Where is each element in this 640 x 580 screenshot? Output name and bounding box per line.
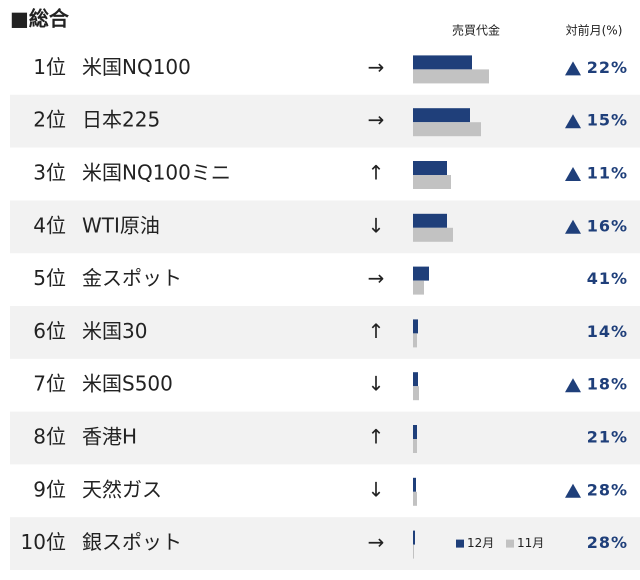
up-triangle — [565, 219, 581, 234]
up-triangle — [565, 483, 581, 498]
trend-arrow: ↓ — [368, 213, 385, 237]
name: 米国S500 — [82, 372, 173, 396]
bar-dec — [413, 266, 429, 281]
change: 18% — [587, 375, 628, 394]
legend-swatch — [506, 539, 514, 548]
bar-nov — [413, 491, 417, 506]
name: WTI原油 — [82, 213, 160, 237]
change: 11% — [587, 164, 628, 183]
rank: 6位 — [33, 319, 66, 343]
bar-dec — [413, 213, 447, 228]
name: 米国NQ100ミニ — [82, 161, 231, 185]
legend-swatch — [456, 539, 464, 548]
bar-nov — [413, 69, 489, 84]
bar-dec — [413, 55, 472, 70]
trend-arrow: → — [368, 530, 385, 554]
change: 15% — [587, 111, 628, 130]
trend-arrow: ↑ — [368, 161, 385, 185]
bar-dec — [413, 372, 418, 387]
name: 米国NQ100 — [82, 55, 191, 79]
bar-dec — [413, 108, 470, 123]
change: 16% — [587, 216, 628, 235]
name: 銀スポット — [82, 530, 182, 554]
title: ■総合 — [10, 7, 70, 31]
rank: 8位 — [33, 425, 66, 449]
trend-arrow: → — [368, 55, 385, 79]
bar-nov — [413, 386, 419, 401]
up-triangle — [565, 378, 581, 393]
row-background — [10, 200, 640, 254]
change: 14% — [587, 322, 628, 341]
rank: 10位 — [21, 530, 66, 554]
change: 41% — [587, 269, 628, 288]
bar-nov — [413, 122, 481, 137]
bar-nov — [413, 439, 417, 453]
change: 22% — [587, 58, 628, 77]
rank: 1位 — [33, 55, 66, 79]
bar-dec — [413, 425, 417, 439]
trend-arrow: ↑ — [368, 425, 385, 449]
bar-nov — [413, 175, 451, 189]
bar-dec — [413, 161, 447, 175]
up-triangle — [565, 167, 581, 181]
up-triangle — [565, 114, 581, 129]
bar-dec — [413, 319, 418, 334]
rank: 4位 — [33, 213, 66, 237]
bar-nov — [413, 227, 453, 242]
legend-label: 12月 — [467, 536, 494, 550]
bar-dec — [413, 477, 416, 492]
change: 28% — [587, 480, 628, 499]
row-background — [10, 94, 640, 148]
trend-arrow: → — [368, 266, 385, 290]
legend-label: 11月 — [517, 536, 544, 550]
up-triangle — [565, 61, 581, 76]
bar-nov — [413, 544, 414, 559]
column-header: 対前月(%) — [566, 23, 623, 38]
name: 天然ガス — [82, 477, 162, 501]
column-header: 売買代金 — [452, 23, 500, 38]
rank: 7位 — [33, 372, 66, 396]
change: 21% — [587, 428, 628, 447]
rank: 2位 — [33, 108, 66, 132]
bar-nov — [413, 333, 417, 348]
bar-nov — [413, 280, 424, 295]
trend-arrow: ↓ — [368, 372, 385, 396]
rank: 5位 — [33, 266, 66, 290]
rank: 3位 — [33, 161, 66, 185]
rank: 9位 — [33, 477, 66, 501]
name: 日本225 — [82, 108, 160, 132]
row-background — [10, 306, 640, 359]
name: 米国30 — [82, 319, 147, 343]
name: 香港H — [82, 425, 137, 449]
trend-arrow: ↓ — [368, 477, 385, 501]
change: 28% — [587, 533, 628, 552]
bar-dec — [413, 530, 415, 545]
row-background — [10, 517, 640, 570]
row-background — [10, 411, 640, 465]
trend-arrow: ↑ — [368, 319, 385, 343]
name: 金スポット — [82, 266, 182, 290]
trend-arrow: → — [368, 108, 385, 132]
